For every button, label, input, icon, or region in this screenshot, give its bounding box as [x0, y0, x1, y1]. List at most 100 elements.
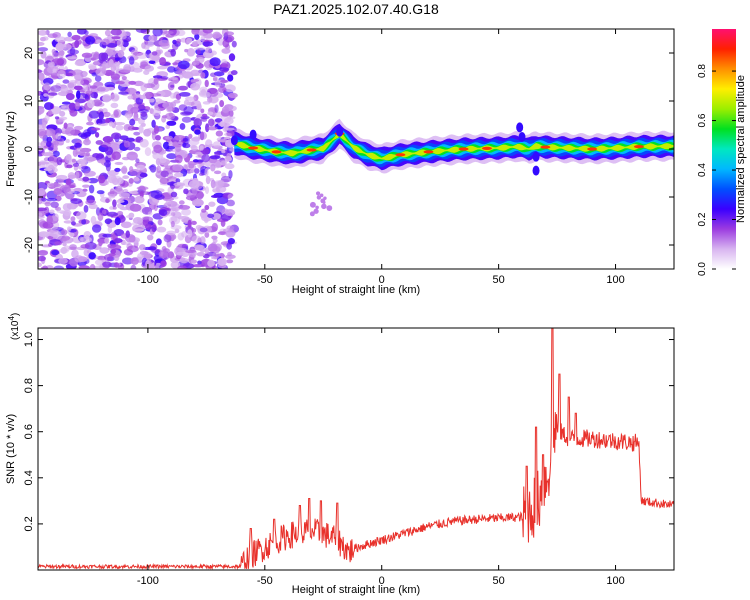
heatmap-noise-blob [199, 131, 205, 141]
heatmap-noise-blob [208, 118, 215, 127]
heatmap-noise-blob [43, 167, 53, 171]
heatmap-peak [458, 147, 469, 151]
heatmap-noise-blob [163, 234, 172, 243]
heatmap-noise-blob [47, 109, 53, 116]
snr-y-tick-label-2: 0.6 [23, 424, 35, 439]
heatmap-noise-blob [183, 99, 190, 106]
heatmap-noise-blob [74, 255, 84, 263]
heatmap-noise-blob [165, 200, 172, 205]
heatmap-noise-blob [192, 159, 199, 163]
heatmap-noise-blob [182, 137, 189, 142]
heatmap-noise-blob [102, 111, 111, 118]
heatmap-noise-blob [146, 127, 155, 133]
heatmap-noise-blob [212, 77, 218, 82]
heatmap-noise-blob [93, 52, 100, 60]
heatmap-noise-blob [212, 141, 221, 148]
heatmap-noise-blob [177, 265, 188, 269]
heatmap-noise-blob [54, 241, 63, 246]
heatmap-noise-blob [132, 217, 143, 224]
heatmap-noise-blob [65, 138, 70, 143]
heatmap-noise-blob [204, 167, 209, 177]
heatmap-noise-blob [139, 138, 149, 148]
heatmap-noise-blob [162, 196, 175, 202]
heatmap-noise-blob [158, 250, 169, 259]
heatmap-noise-blob [105, 198, 110, 204]
heatmap-noise-blob [41, 152, 54, 157]
heatmap-noise-blob [166, 230, 176, 236]
heatmap-noise-blob [214, 118, 223, 123]
heatmap-noise-blob [140, 82, 148, 92]
heatmap-noise-blob [137, 253, 143, 261]
snr-x-tick-label-1: -50 [257, 575, 273, 587]
heatmap-x-tick-label-1: -50 [257, 274, 273, 286]
heatmap-noise-blob [128, 190, 139, 195]
colorbar-tick-label-2: 0.4 [697, 163, 708, 177]
heatmap-noise-blob [170, 220, 175, 228]
heatmap-noise-blob [207, 213, 215, 219]
heatmap-noise-blob [49, 183, 61, 188]
heatmap-noise-blob [170, 48, 177, 57]
heatmap-peak [248, 146, 259, 150]
heatmap-noise-blob [68, 102, 77, 111]
heatmap-noise-blob [159, 209, 168, 217]
heatmap-noise-blob [86, 99, 95, 109]
heatmap-noise-blob [200, 35, 206, 42]
heatmap-noise-blob [160, 170, 169, 178]
heatmap-noise-blob [227, 105, 237, 112]
heatmap-noise-blob [114, 217, 121, 226]
heatmap-noise-blob [220, 79, 228, 83]
heatmap-noise-blob [190, 144, 198, 151]
heatmap-noise-blob [326, 205, 333, 211]
heatmap-y-tick-label-2: 0 [23, 146, 35, 152]
heatmap-noise-blob [52, 213, 59, 222]
heatmap-noise-blob [113, 254, 120, 262]
heatmap-noise-blob [82, 188, 88, 192]
colorbar: 0.0 0.2 0.4 0.6 0.8 Normalized spectral ampl… [697, 29, 747, 276]
heatmap-noise-blob [74, 60, 86, 67]
heatmap-noise-blob [38, 90, 41, 96]
heatmap-noise-blob [212, 31, 222, 39]
heatmap-noise-blob [185, 249, 197, 254]
heatmap-noise-blob [210, 163, 216, 172]
heatmap-noise-blob [192, 60, 200, 66]
heatmap-noise-blob [151, 119, 156, 128]
heatmap-noise-blob [74, 39, 80, 48]
heatmap-noise-blob [39, 161, 50, 165]
heatmap-x-tick-label-0: -100 [137, 274, 159, 286]
heatmap-noise-blob [44, 128, 56, 137]
heatmap-ridge-band-5 [234, 130, 674, 161]
heatmap-noise-blob [120, 221, 132, 229]
heatmap-noise-blob [43, 82, 51, 91]
heatmap-noise-blob [38, 255, 46, 262]
heatmap-noise-blob [309, 201, 316, 208]
heatmap-noise-blob [97, 159, 106, 164]
heatmap-noise-blob [38, 106, 45, 115]
heatmap-noise-blob [213, 170, 222, 175]
heatmap-noise-blob [50, 201, 59, 208]
heatmap-noise-blob [111, 36, 121, 40]
heatmap-noise-blob [84, 30, 89, 36]
heatmap-noise-blob [115, 125, 124, 131]
heatmap-noise-blob [151, 51, 158, 56]
heatmap-noise-blob [48, 92, 58, 96]
heatmap-noise-blob [219, 67, 230, 72]
heatmap-noise-blob [97, 175, 106, 184]
heatmap-noise-blob [220, 63, 229, 68]
heatmap-noise-blob [127, 125, 136, 131]
heatmap-noise-blob [113, 109, 119, 118]
heatmap-noise-blob [188, 138, 200, 146]
heatmap-noise-blob [73, 125, 84, 131]
heatmap-noise-blob [55, 42, 64, 52]
heatmap-noise-blob [217, 231, 227, 236]
heatmap-noise-blob [101, 38, 110, 46]
heatmap-noise-blob [71, 221, 76, 226]
heatmap-noise-blob [67, 174, 77, 179]
heatmap-noise-blob [143, 69, 150, 75]
heatmap-noise-blob [119, 69, 131, 73]
heatmap-noise-blob [66, 226, 72, 232]
heatmap-noise-blob [46, 141, 52, 148]
heatmap-noise-blob [176, 181, 181, 186]
heatmap-peak [271, 150, 282, 154]
heatmap-noise-blob [191, 29, 200, 35]
heatmap-noise-blob [110, 232, 116, 241]
